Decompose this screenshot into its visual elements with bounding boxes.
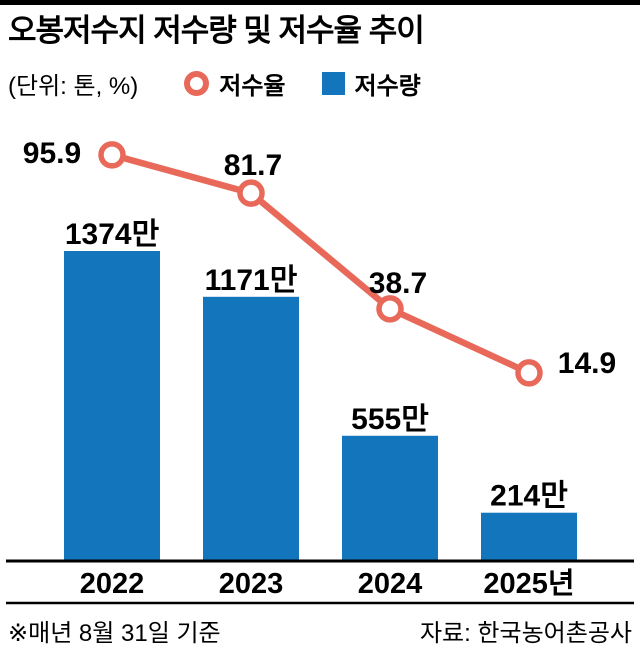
bar	[203, 296, 299, 561]
chart-canvas: 1374만 1171만 555만 214만 95.9 81.7 38.7 14.9 2022 20…	[6, 137, 634, 605]
legend-item-volume: 저수량	[321, 66, 421, 101]
x-axis-label: 2023	[219, 568, 284, 600]
bar-value-label: 214만	[490, 480, 568, 513]
line-point	[376, 295, 404, 323]
combo-chart: 1374만 1171만 555만 214만 95.9 81.7 38.7 14.9 2022 20…	[0, 113, 640, 607]
legend-volume-label: 저수량	[354, 73, 421, 100]
footnote-source: 자료: 한국농어촌공사	[419, 620, 632, 647]
bar-value-label: 1171만	[205, 264, 298, 297]
line-point	[237, 179, 265, 207]
line-point	[515, 359, 543, 387]
footnote-basis: ※매년 8월 31일 기준	[8, 620, 221, 647]
legend-item-rate: 저수율	[184, 66, 286, 101]
volume-marker-icon	[321, 72, 345, 95]
rate-value-label: 81.7	[224, 149, 282, 182]
rate-value-label: 95.9	[23, 137, 81, 170]
footnotes: ※매년 8월 31일 기준 자료: 한국농어촌공사	[0, 607, 640, 648]
rate-line	[108, 151, 533, 377]
unit-label: (단위: 톤, %)	[8, 73, 139, 100]
chart-title: 오봉저수지 저수량 및 저수율 추이	[8, 13, 425, 48]
legend: (단위: 톤, %) 저수율 저수량	[8, 66, 640, 101]
bar	[342, 435, 438, 561]
x-axis-label: 2025년	[483, 567, 574, 600]
x-axis-label: 2022	[80, 568, 145, 600]
legend-rate-label: 저수율	[219, 73, 286, 100]
top-rule	[0, 0, 640, 5]
line-point	[98, 141, 126, 169]
x-axis-label: 2024	[358, 568, 423, 600]
rate-value-label: 14.9	[558, 347, 616, 380]
rate-value-label: 38.7	[369, 267, 427, 300]
bar-value-label: 555만	[351, 403, 429, 436]
bar	[64, 251, 160, 561]
bar-value-label: 1374만	[65, 218, 160, 251]
bar	[481, 512, 577, 561]
rate-marker-icon	[184, 71, 210, 96]
